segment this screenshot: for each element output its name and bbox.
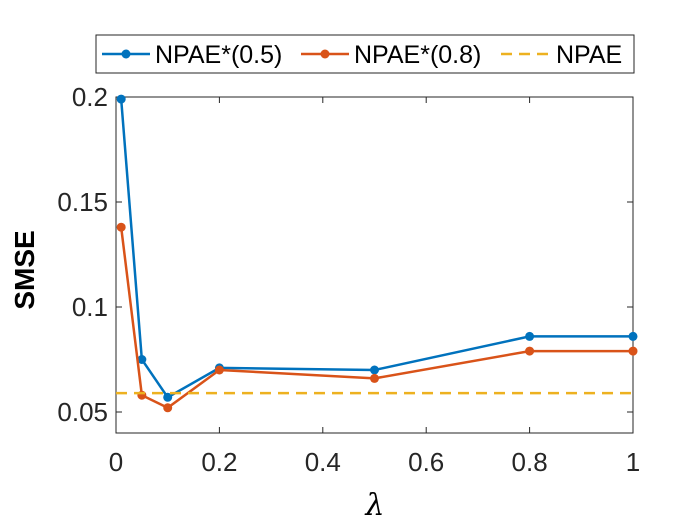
y-tick-label: 0.2 bbox=[72, 82, 108, 112]
x-tick-label: 0.6 bbox=[408, 447, 444, 477]
data-point bbox=[370, 373, 379, 383]
legend-entry: NPAE*(0.5) bbox=[102, 41, 282, 69]
legend-entry: NPAE*(0.8) bbox=[301, 41, 481, 69]
x-tick-label: 1 bbox=[626, 447, 640, 477]
legend-entry: NPAE bbox=[501, 41, 622, 69]
series-npae-0-8- bbox=[116, 222, 638, 413]
y-tick-label: 0.05 bbox=[57, 397, 108, 427]
x-tick-label: 0 bbox=[109, 447, 123, 477]
x-tick-label: 0.2 bbox=[201, 447, 237, 477]
data-point bbox=[116, 94, 126, 104]
legend-marker bbox=[121, 49, 131, 59]
legend-marker bbox=[320, 49, 330, 59]
data-point bbox=[214, 365, 224, 375]
data-point bbox=[628, 331, 638, 341]
y-axis-label: SMSE bbox=[9, 230, 40, 309]
y-tick-label: 0.15 bbox=[57, 187, 108, 217]
data-point bbox=[628, 346, 638, 356]
legend-label: NPAE bbox=[556, 41, 622, 69]
data-point bbox=[163, 403, 173, 413]
y-tick-label: 0.1 bbox=[72, 292, 108, 322]
data-point bbox=[137, 355, 147, 364]
plot-series bbox=[116, 94, 638, 413]
legend-label: NPAE*(0.5) bbox=[155, 41, 282, 69]
x-tick-label: 0.8 bbox=[512, 447, 548, 477]
data-point bbox=[525, 346, 535, 356]
legend-label: NPAE*(0.8) bbox=[354, 41, 481, 69]
data-point bbox=[370, 365, 379, 375]
data-point bbox=[116, 222, 126, 232]
x-tick-label: 0.4 bbox=[305, 447, 341, 477]
x-axis-label: λ bbox=[364, 488, 384, 523]
legend: NPAE*(0.5) NPAE*(0.8) NPAE bbox=[95, 34, 635, 74]
data-point bbox=[163, 392, 173, 402]
data-point bbox=[525, 331, 535, 341]
axes: 0 0.2 0.4 0.6 0.8 1 0.05 0.1 0.15 0.2 bbox=[57, 82, 640, 477]
